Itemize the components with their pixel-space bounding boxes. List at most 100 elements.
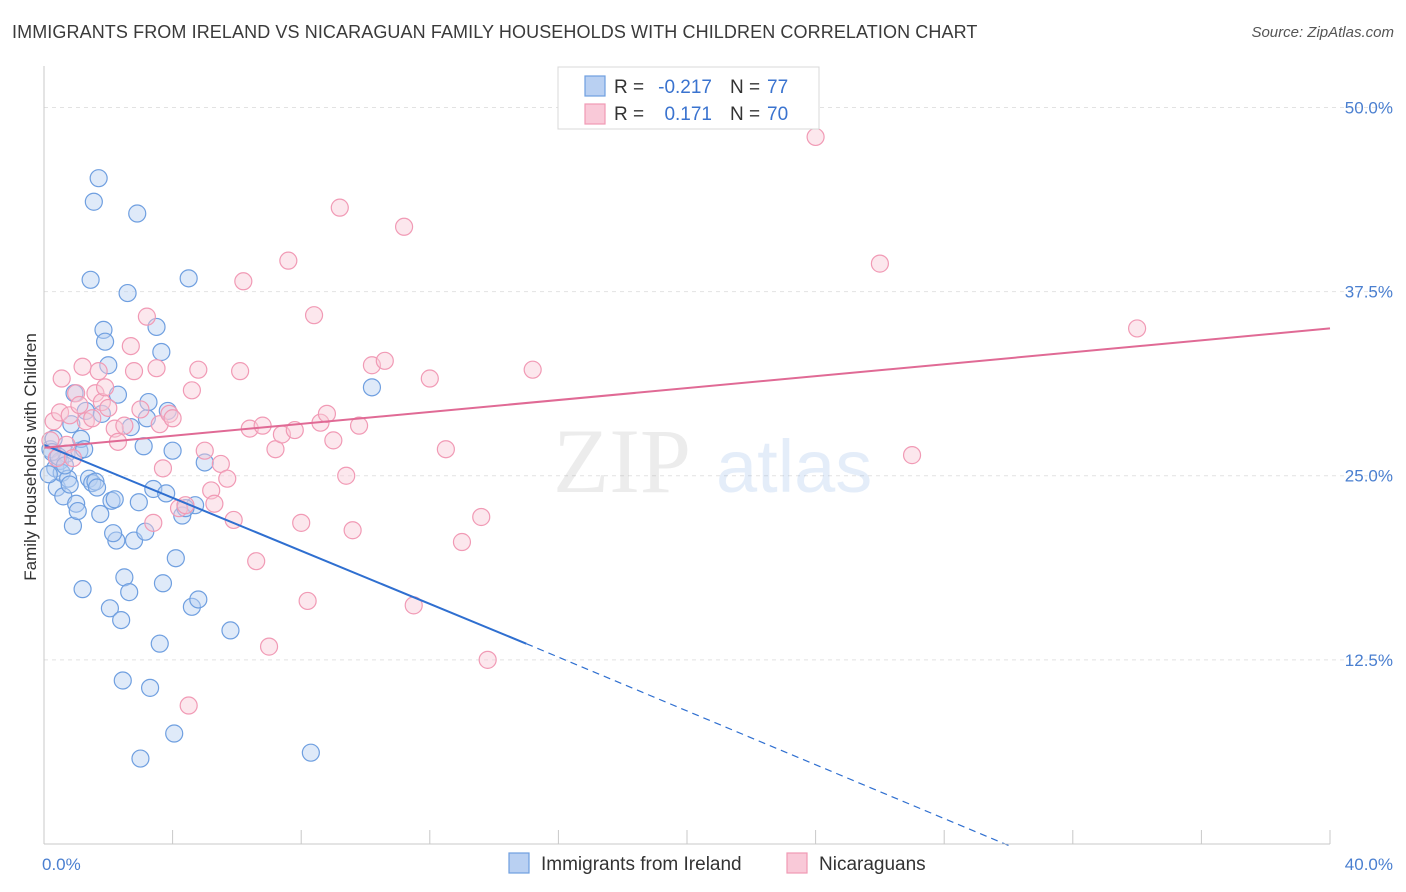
nicaraguans-point-24 xyxy=(137,307,156,326)
tick-labels: 12.5% 25.0% 37.5% 50.0% 0.0% 40.0% xyxy=(42,98,1393,874)
ireland-trend-extension xyxy=(526,643,1009,847)
nicaraguans-point-62 xyxy=(375,351,394,370)
ireland-point-73 xyxy=(91,504,110,524)
nicaraguans-point-35 xyxy=(195,441,214,460)
y-tick-label-0: 12.5% xyxy=(1345,651,1393,670)
legend-n-label-2: N = xyxy=(730,104,760,125)
ireland-point-55 xyxy=(166,549,185,568)
nicaraguans-point-9 xyxy=(70,395,89,415)
ireland-point-71 xyxy=(120,583,139,602)
nicaraguans-trend-line xyxy=(43,327,1331,449)
ireland-point-49 xyxy=(150,634,169,653)
legend-r-label-2: R = xyxy=(614,104,644,125)
ireland-point-9 xyxy=(60,475,79,494)
ireland-point-17 xyxy=(73,580,92,599)
nicaraguans-point-53 xyxy=(304,306,324,325)
nicaraguans-point-55 xyxy=(317,404,337,423)
nicaraguans-point-72 xyxy=(179,696,198,715)
nicaraguans-point-8 xyxy=(67,384,86,403)
watermark: ZIP atlas xyxy=(553,410,872,512)
nicaraguans-point-17 xyxy=(99,398,118,418)
ireland-point-27 xyxy=(95,332,115,351)
legend-n-label-1: N = xyxy=(730,77,760,98)
ireland-point-76 xyxy=(87,478,107,497)
source-label: Source: ZipAtlas.com xyxy=(1251,24,1394,41)
watermark-atlas: atlas xyxy=(716,425,872,508)
bottom-legend-ireland: Immigrants from Ireland xyxy=(541,854,742,875)
ireland-point-53 xyxy=(163,441,182,460)
series-ireland-points xyxy=(39,169,382,768)
ireland-point-31 xyxy=(105,490,124,509)
ireland-point-14 xyxy=(68,501,87,521)
x-tick-label-0: 0.0% xyxy=(42,855,81,874)
nicaraguans-point-52 xyxy=(298,591,317,611)
nicaraguans-point-65 xyxy=(420,369,439,388)
ireland-point-20 xyxy=(81,270,100,289)
axes xyxy=(43,66,1331,845)
legend-r-value-1: -0.217 xyxy=(658,77,712,98)
bottom-legend-nicaraguans: Nicaraguans xyxy=(819,854,926,875)
trend-lines xyxy=(43,327,1331,847)
ireland-point-60 xyxy=(189,590,208,609)
ireland-point-43 xyxy=(134,437,153,456)
nicaraguans-point-66 xyxy=(436,440,455,459)
ireland-point-35 xyxy=(113,671,132,690)
legend-swatch-blue xyxy=(584,75,606,97)
nicaraguans-point-25 xyxy=(144,513,163,532)
nicaraguans-point-57 xyxy=(330,198,349,217)
y-axis-label: Family Households with Children xyxy=(21,333,40,581)
y-tick-label-2: 37.5% xyxy=(1345,283,1393,302)
y-tick-label-1: 25.0% xyxy=(1345,467,1393,486)
nicaraguans-point-23 xyxy=(131,400,150,419)
nicaraguans-point-45 xyxy=(253,416,272,435)
legend-n-value-1: 77 xyxy=(767,77,788,98)
nicaraguans-point-63 xyxy=(394,217,414,236)
nicaraguans-point-68 xyxy=(472,507,491,527)
ireland-point-34 xyxy=(112,610,131,630)
nicaraguans-point-67 xyxy=(452,532,472,552)
nicaraguans-point-49 xyxy=(279,251,298,270)
nicaraguans-point-73 xyxy=(806,127,825,147)
nicaraguans-point-12 xyxy=(83,409,102,428)
nicaraguans-point-46 xyxy=(259,637,279,656)
nicaraguans-point-37 xyxy=(205,494,224,513)
ireland-point-72 xyxy=(39,465,58,484)
nicaraguans-point-34 xyxy=(189,360,208,379)
ireland-point-40 xyxy=(128,204,147,223)
nicaraguans-point-70 xyxy=(902,446,922,465)
ireland-point-38 xyxy=(121,418,140,437)
nicaraguans-point-60 xyxy=(349,416,369,435)
nicaraguans-point-21 xyxy=(121,337,140,356)
nicaraguans-point-56 xyxy=(324,431,343,450)
ireland-point-62 xyxy=(221,621,240,640)
ireland-point-64 xyxy=(362,378,382,397)
ireland-point-58 xyxy=(182,597,201,616)
ireland-point-46 xyxy=(140,678,160,697)
chart-title: IMMIGRANTS FROM IRELAND VS NICARAGUAN FA… xyxy=(12,22,978,42)
ireland-point-51 xyxy=(153,574,173,593)
nicaraguans-point-30 xyxy=(163,409,182,428)
ireland-point-11 xyxy=(63,516,83,535)
ireland-point-57 xyxy=(179,269,198,288)
x-tick-label-1: 40.0% xyxy=(1345,855,1393,874)
nicaraguans-point-75 xyxy=(523,360,542,379)
ireland-point-22 xyxy=(84,192,103,211)
ireland-point-50 xyxy=(152,342,171,362)
nicaraguans-point-10 xyxy=(73,357,92,376)
grid-lines xyxy=(44,106,1392,661)
ireland-point-37 xyxy=(118,283,137,303)
nicaraguans-point-51 xyxy=(292,513,311,532)
ireland-point-63 xyxy=(301,743,320,762)
ireland-point-36 xyxy=(115,568,134,587)
legend-r-value-2: 0.171 xyxy=(664,104,712,125)
ireland-point-28 xyxy=(99,356,118,375)
nicaraguans-point-41 xyxy=(231,362,250,381)
nicaraguans-point-71 xyxy=(1127,319,1147,338)
y-tick-label-3: 50.0% xyxy=(1345,98,1393,117)
nicaraguans-point-22 xyxy=(124,362,144,381)
nicaraguans-point-44 xyxy=(247,552,266,571)
bottom-legend-swatch-ireland xyxy=(508,852,530,874)
bottom-legend-swatch-nicaraguans xyxy=(786,852,808,874)
ireland-point-70 xyxy=(104,524,123,543)
